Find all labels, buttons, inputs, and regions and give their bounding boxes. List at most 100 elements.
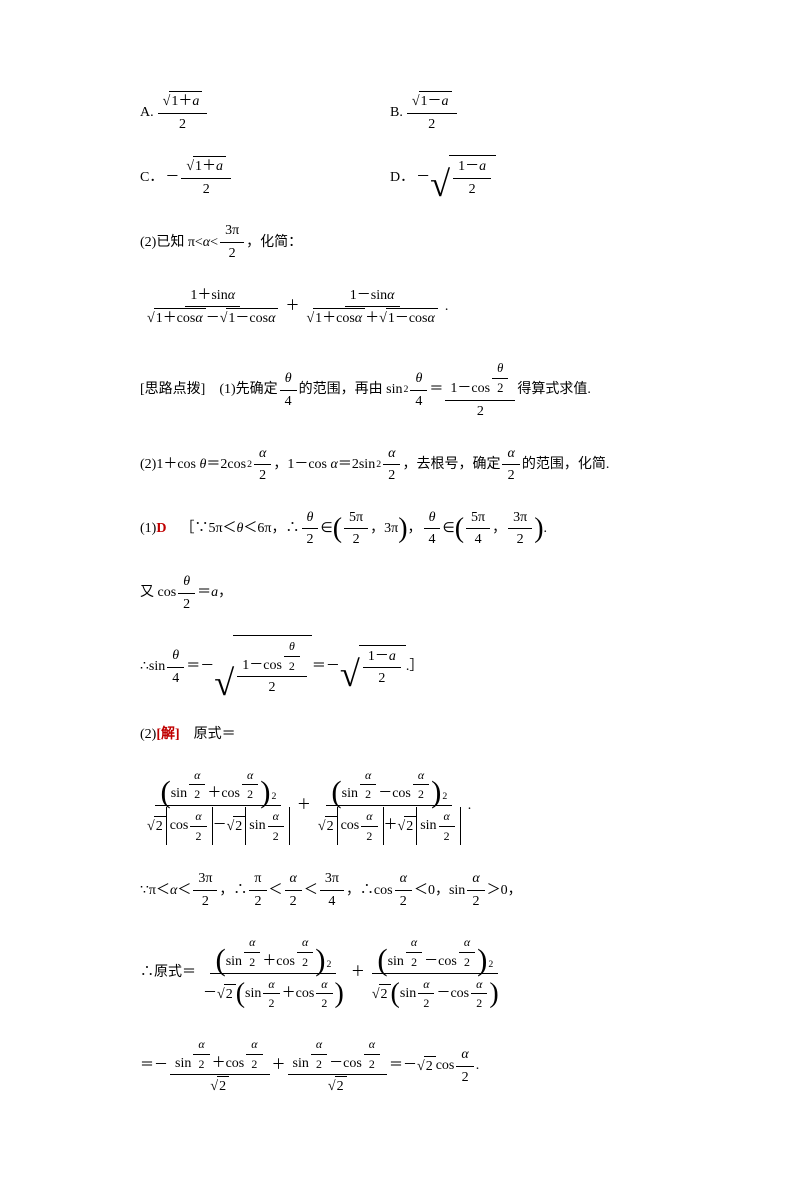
sol1-p2a: 5π4 <box>466 507 490 551</box>
final-d: ＝－ <box>389 1056 417 1076</box>
options-row-2: C． － √1＋a 2 D． － √ 1－a 2 <box>140 155 654 200</box>
option-a-frac: √1＋a 2 <box>158 90 208 135</box>
option-c-frac: √1＋a 2 <box>181 155 231 200</box>
period: . <box>445 297 449 317</box>
plus-sign: ＋ <box>351 963 365 983</box>
final-s1: sinα2＋cosα2 √2 <box>170 1034 270 1098</box>
hint2-b: ，1－cos α＝2sin <box>273 455 375 475</box>
solution-2-header: (2) [解] 原式＝ <box>140 725 654 745</box>
final-line2: ＝－ sinα2＋cosα2 √2 ＋ sinα2－cosα2 √2 ＝－ √2… <box>140 1034 654 1098</box>
option-c-label: C． <box>140 168 163 188</box>
option-b-frac: √1－a 2 <box>407 90 457 135</box>
sol1c-c: ＝－ <box>312 657 340 677</box>
sol1c-b: ＝－ <box>186 657 214 677</box>
lparen-icon: ( <box>455 519 464 539</box>
sol2-a: 原式＝ <box>194 725 236 745</box>
period: . <box>544 519 548 539</box>
range-f2: π2 <box>249 868 266 912</box>
sol1b-f: θ2 <box>178 571 195 615</box>
hint-2: (2)1＋cos θ＝2cos 2 α2 ，1－cos α＝2sin 2 α2 … <box>140 443 654 487</box>
range-c: ，∴cos <box>346 881 393 901</box>
solution-2-expr1: (sinα2＋cosα2)2 √2cosα2－√2sinα2 ＋ (sinα2－… <box>140 765 654 847</box>
sol1-f1: θ2 <box>302 507 319 551</box>
range-a: ∵π＜α＜ <box>140 881 191 901</box>
period: . <box>468 796 472 816</box>
comma: ， <box>492 519 506 539</box>
hint2-c: ，去根号，确定 <box>402 455 500 475</box>
range-f5: α2 <box>395 868 412 912</box>
sol2-label: (2) <box>140 725 156 745</box>
final-b: ＝－ <box>140 1056 168 1076</box>
answer-d: D <box>156 519 166 539</box>
options-row-1: A. √1＋a 2 B. √1－a 2 <box>140 90 654 135</box>
hint2-f1: α2 <box>254 443 271 487</box>
option-d: D． － √ 1－a 2 <box>390 155 640 200</box>
plus-sign: ＋ <box>297 796 311 816</box>
sol1c-a: ∴sin <box>140 657 165 677</box>
final-line1: ∴原式＝ (sinα2＋cosα2)2 －√2(sinα2＋cosα2) ＋ (… <box>140 932 654 1014</box>
hint1-b: 的范围，再由 sin <box>299 380 403 400</box>
comma: ， <box>408 519 422 539</box>
in-sign: ∈ <box>443 519 455 539</box>
final-s2: sinα2－cosα2 √2 <box>288 1034 388 1098</box>
solution-1-line2: 又 cos θ2 ＝a， <box>140 571 654 615</box>
range-e: ＞0， <box>487 881 522 901</box>
range-f6: α2 <box>467 868 484 912</box>
range-line: ∵π＜α＜ 3π2 ，∴ π2 ＜ α2 ＜ 3π4 ，∴cos α2 ＜0，s… <box>140 868 654 912</box>
sol1-p1b: 3π <box>384 519 398 539</box>
final-dot: . <box>476 1056 480 1076</box>
sol1-p1a: 5π2 <box>344 507 368 551</box>
range-f1: 3π2 <box>193 868 217 912</box>
option-c: C． － √1＋a 2 <box>140 155 390 200</box>
comma: ， <box>370 519 384 539</box>
minus-sign: － <box>416 168 430 188</box>
solution-tag: [解] <box>156 725 179 745</box>
hint1-frac1: θ 4 <box>280 368 297 412</box>
option-d-sqrt: √ 1－a 2 <box>430 155 496 200</box>
q2-text-b: ，化简： <box>246 233 302 253</box>
option-a: A. √1＋a 2 <box>140 90 390 135</box>
sol1c-sqrt2: √ 1－a 2 <box>340 645 406 690</box>
sol1c-d: .］ <box>406 657 424 677</box>
final-half: α2 <box>456 1044 473 1088</box>
rparen-icon: ) <box>534 519 543 539</box>
sup-2: 2 <box>376 458 381 472</box>
option-b-label: B. <box>390 103 403 123</box>
q2-term2: 1－sin α √1＋cos α＋√1－cos α <box>301 285 442 330</box>
question-2: (2)已知 π<α< 3π 2 ，化简： <box>140 220 654 264</box>
hint1-a: (1)先确定 <box>219 380 277 400</box>
sup-2: 2 <box>247 458 252 472</box>
option-d-label: D． <box>390 168 414 188</box>
range-b: ，∴ <box>219 881 247 901</box>
hint2-a: (2)1＋cos θ＝2cos <box>140 455 246 475</box>
q2-frac: 3π 2 <box>220 220 244 264</box>
sol1-label: (1) <box>140 519 156 539</box>
hint-label: [思路点拨] <box>140 380 205 400</box>
solution-1-line1: (1) D ［∵5π＜θ＜6π，∴ θ2 ∈ ( 5π2 ， 3π ) ， θ4… <box>140 507 654 551</box>
hint-1: [思路点拨] (1)先确定 θ 4 的范围，再由 sin 2 θ 4 ＝ 1－c… <box>140 358 654 423</box>
lparen-icon: ( <box>333 519 342 539</box>
sol1b-b: ＝a， <box>197 583 232 603</box>
hint1-c: 得算式求值. <box>517 380 591 400</box>
hint2-d: 的范围，化简. <box>522 455 610 475</box>
hint1-frac2: θ 4 <box>410 368 427 412</box>
sol1c-f: θ4 <box>167 645 184 689</box>
hint1-rhs: 1－cosθ2 2 <box>445 358 515 423</box>
sup-2: 2 <box>404 383 409 397</box>
range-f4: 3π4 <box>320 868 344 912</box>
sol1-p2b: 3π2 <box>508 507 532 551</box>
final-a: ∴原式＝ <box>140 963 196 983</box>
final-t1: (sinα2＋cosα2)2 －√2(sinα2＋cosα2) <box>198 932 349 1014</box>
option-a-label: A. <box>140 103 154 123</box>
solution-1-line3: ∴sin θ4 ＝－ √ 1－cosθ2 2 ＝－ √ 1－a 2 .］ <box>140 635 654 699</box>
hint2-f3: α2 <box>502 443 519 487</box>
lt: ＜ <box>269 881 283 901</box>
minus-sign: － <box>165 168 179 188</box>
page-content: A. √1＋a 2 B. √1－a 2 C． － √1＋a 2 D． － <box>0 0 794 1178</box>
sol1c-sqrt1: √ 1－cosθ2 2 <box>214 635 312 699</box>
final-t2: (sinα2－cosα2)2 √2(sinα2－cosα2) <box>367 932 504 1014</box>
sol1b-a: 又 cos <box>140 583 176 603</box>
eq-sign: ＝ <box>429 380 443 400</box>
final-cos: cos <box>436 1056 455 1076</box>
in-sign: ∈ <box>321 519 333 539</box>
